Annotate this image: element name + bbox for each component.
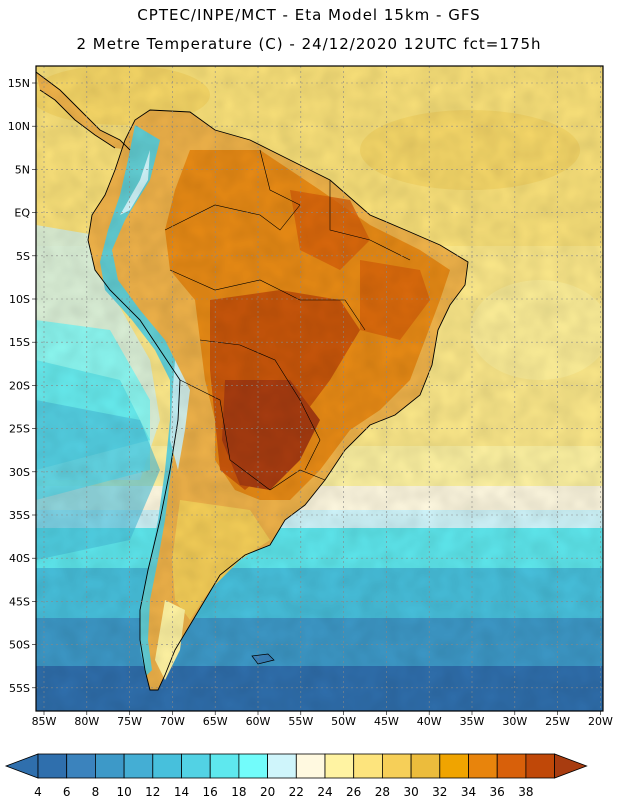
lat-label: 15S [9,336,30,349]
lon-label: 35W [460,715,485,728]
colorbar-labels: 4 6 8 10 12 14 16 18 20 22 24 26 28 30 32 34 36 38 [34,785,533,799]
colorbar-cell [66,753,96,779]
colorbar-tick-label: 8 [92,785,100,799]
lat-label: 45S [9,595,30,608]
lat-label: 50S [9,639,30,652]
colorbar-cell [295,753,326,779]
colorbar-cell [37,753,68,779]
graticule [32,66,603,715]
latitude-labels: 15N 10N 5N EQ 5S 10S 15S 20S 25S 30S 35S 40S 45S 50S 5… [8,77,31,695]
colorbar-tick-label: 20 [260,785,275,799]
colorbar-tick-label: 24 [317,785,332,799]
colorbar-tick-label: 26 [346,785,361,799]
colorbar-cell [324,753,355,779]
coastlines [36,71,469,691]
colorbar-cell [181,753,211,779]
lon-label: 55W [288,715,313,728]
lon-label: 30W [502,715,527,728]
map-title-line-2: 2 Metre Temperature (C) - 24/12/2020 12U… [76,35,542,53]
lon-label: 25W [545,715,570,728]
lon-label: 45W [374,715,399,728]
lon-label: 70W [160,715,185,728]
lat-label: 10S [9,293,30,306]
colorbar-cell [410,753,441,779]
lat-label: 10N [8,120,30,133]
colorbar-tick-label: 12 [145,785,160,799]
lat-label: 25S [9,423,30,436]
colorbar-tick-label: 38 [518,785,533,799]
lon-label: 80W [74,715,99,728]
lon-label: 75W [117,715,142,728]
lon-label: 40W [417,715,442,728]
colorbar-tick-label: 30 [403,785,418,799]
colorbar-min-arrow [4,753,39,779]
lat-label: 5N [15,163,30,176]
colorbar-cell [525,753,556,779]
colorbar-tick-label: 4 [34,785,42,799]
lat-label: 55S [9,682,30,695]
colorbar-cell [209,753,240,779]
colorbar-cell [468,753,498,779]
colorbar-tick-label: 14 [174,785,189,799]
colorbar-cell [381,753,412,779]
lon-label: 85W [32,715,57,728]
colorbar-tick-label: 34 [461,785,476,799]
colorbar-cell [439,753,469,779]
lon-label: 65W [203,715,228,728]
colorbar-tick-label: 28 [375,785,390,799]
lat-label: 15N [8,77,30,90]
colorbar-tick-label: 32 [432,785,447,799]
lat-label: 35S [9,509,30,522]
colorbar-tick-label: 6 [63,785,71,799]
lon-label: 20W [588,715,613,728]
lon-label: 50W [331,715,356,728]
colorbar-tick-label: 16 [203,785,218,799]
colorbar-tick-label: 10 [116,785,131,799]
colorbar-cell [123,753,154,779]
map-title-line-1: CPTEC/INPE/MCT - Eta Model 15km - GFS [137,6,481,24]
colorbar-tick-label: 22 [289,785,304,799]
lat-label: 40S [9,552,30,565]
colorbar-cell [496,753,527,779]
colorbar-cell [152,753,182,779]
map-field [36,66,603,711]
longitude-labels: 85W 80W 75W 70W 65W 60W 55W 50W 45W 40W 35W 30W 25W 2… [32,715,613,728]
colorbar-cell [95,753,125,779]
colorbar-tick-label: 36 [490,785,505,799]
lat-label: 30S [9,466,30,479]
colorbar-cell [238,753,268,779]
colorbar-tick-label: 18 [231,785,246,799]
lat-label: 5S [16,250,30,263]
colorbar-cell [267,753,297,779]
colorbar [4,753,588,779]
colorbar-max-arrow [554,753,588,779]
map-frame [35,65,604,712]
lat-label: EQ [14,207,30,220]
lat-label: 20S [9,379,30,392]
lon-label: 60W [246,715,271,728]
colorbar-cell [353,753,383,779]
